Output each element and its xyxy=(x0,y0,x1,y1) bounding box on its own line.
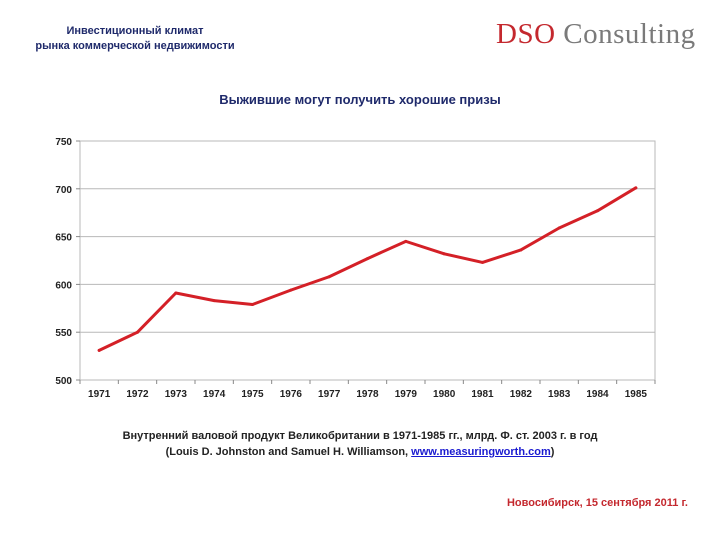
x-tick-label: 1985 xyxy=(625,389,648,400)
x-tick-label: 1975 xyxy=(241,389,264,400)
logo-part-2: Consulting xyxy=(563,18,696,50)
logo-part-1: DSO xyxy=(496,18,556,50)
header-line-1: Инвестиционный климат xyxy=(66,25,204,37)
x-tick-label: 1971 xyxy=(88,389,111,400)
footer-date: Новосибирск, 15 сентября 2011 г. xyxy=(506,497,688,509)
caption-source-suffix: ) xyxy=(550,446,555,458)
data-point xyxy=(442,252,446,256)
x-tick-label: 1972 xyxy=(126,389,149,400)
source-link[interactable]: www.measuringworth.com xyxy=(411,446,551,458)
company-logo: DSO Consulting xyxy=(496,18,696,51)
header-line-2: рынка коммерческой недвижимости xyxy=(35,40,235,52)
y-tick-label: 600 xyxy=(55,280,72,291)
data-point xyxy=(136,330,139,334)
caption-line-1: Внутренний валовой продукт Великобритани… xyxy=(122,430,598,442)
x-tick-label: 1976 xyxy=(280,389,303,400)
data-point xyxy=(481,260,484,264)
data-point xyxy=(251,302,254,306)
x-tick-label: 1979 xyxy=(395,389,418,400)
data-point xyxy=(519,248,523,252)
y-tick-label: 500 xyxy=(55,376,72,387)
plot-area xyxy=(79,140,656,381)
x-tick-label: 1984 xyxy=(586,389,609,400)
x-tick-label: 1978 xyxy=(356,389,379,400)
x-tick-label: 1977 xyxy=(318,389,341,400)
chart-caption: Внутренний валовой продукт Великобритани… xyxy=(0,428,720,460)
data-point xyxy=(366,257,369,261)
caption-source-prefix: (Louis D. Johnston and Samuel H. William… xyxy=(165,446,412,458)
data-point xyxy=(97,348,101,352)
data-point xyxy=(327,275,331,279)
data-point xyxy=(404,239,408,243)
data-point xyxy=(289,288,293,292)
chart-title: Выжившие могут получить хорошие призы xyxy=(219,92,501,107)
x-tick-label: 1981 xyxy=(471,389,494,400)
data-point xyxy=(174,291,178,295)
x-tick-label: 1983 xyxy=(548,389,571,400)
data-point xyxy=(596,209,599,213)
x-tick-label: 1973 xyxy=(165,389,188,400)
line-chart: 500 550 600 650 700 750 1971 1972 1973 1974 1975 19… xyxy=(55,137,656,400)
y-tick-label: 650 xyxy=(55,233,72,244)
x-tick-label: 1980 xyxy=(433,389,456,400)
series-line xyxy=(97,186,638,352)
x-tick-label: 1982 xyxy=(510,389,533,400)
y-tick-label: 750 xyxy=(55,137,72,148)
y-tick-label: 700 xyxy=(55,185,72,196)
data-point xyxy=(212,299,216,303)
header-text: Инвестиционный климат рынка коммерческой… xyxy=(10,24,260,54)
x-tick-label: 1974 xyxy=(203,389,226,400)
data-point xyxy=(557,226,561,230)
y-tick-label: 550 xyxy=(55,328,72,339)
data-point xyxy=(634,186,638,190)
caption-line-2: (Louis D. Johnston and Samuel H. William… xyxy=(0,444,720,460)
